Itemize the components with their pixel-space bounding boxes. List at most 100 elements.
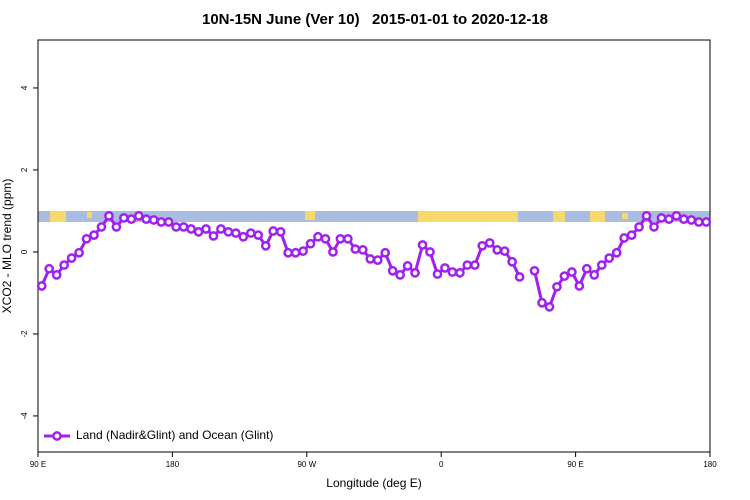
point [81,233,92,244]
point [343,233,353,244]
y-tick-label: -2 [20,330,29,338]
point [245,228,256,238]
x-tick-label: 90 E [567,460,583,469]
point [432,269,443,279]
x-axis-label: Longitude (deg E) [326,476,421,490]
point [596,260,607,270]
point [104,211,114,221]
point [469,260,480,270]
point [634,222,644,232]
point [74,247,84,258]
point [201,224,211,234]
y-tick-label: -4 [20,412,29,420]
point [51,270,62,280]
point [133,211,144,221]
point [626,230,637,240]
point [462,260,473,270]
point [186,224,196,234]
point [178,222,189,232]
point [268,226,279,236]
point [193,227,204,237]
point [372,255,383,265]
x-tick-label: 180 [703,460,717,469]
point [305,238,316,249]
point [357,245,368,255]
point [507,256,517,267]
point [440,263,450,273]
point [641,211,652,221]
point [283,247,293,258]
point [96,222,107,232]
point [320,233,331,244]
point [216,224,226,234]
point [679,214,689,224]
point [350,244,361,254]
point [664,214,674,224]
point [402,261,413,271]
point [619,233,629,243]
point [656,213,667,223]
plot-frame [37,39,711,453]
point [544,302,555,312]
point [238,231,249,242]
point [484,238,495,248]
point [89,230,99,240]
point [328,247,338,257]
point [126,214,137,224]
point [537,297,547,308]
point [335,233,346,244]
point [275,227,286,237]
point [119,213,129,223]
point [380,247,391,258]
x-tick-label: 180 [166,460,180,469]
legend-marker [52,431,62,441]
x-tick-label: 90 E [30,460,46,469]
point [671,211,682,221]
point [559,271,570,281]
point [649,222,659,232]
point [156,217,167,227]
point [223,227,234,237]
point [529,265,540,276]
point [447,267,458,277]
point [208,231,219,241]
point [693,217,704,227]
point [417,240,428,250]
point [477,240,488,251]
point [260,240,271,251]
point [365,254,376,264]
point [686,215,697,225]
point [514,272,525,282]
point [552,281,562,292]
point [59,260,69,270]
point [36,281,47,291]
point [313,231,323,242]
legend-label: Land (Nadir&Glint) and Ocean (Glint) [76,428,273,442]
y-tick-label: 0 [20,249,29,254]
point [44,263,55,274]
y-tick-label: 2 [20,167,29,172]
point [455,268,465,278]
point [581,263,592,274]
point [387,265,398,276]
point [163,217,174,227]
point [574,281,585,291]
point [611,247,622,258]
point [589,270,600,280]
point [290,247,301,258]
point [410,268,420,278]
point [111,222,122,232]
x-tick-label: 90 W [297,460,316,469]
point [231,228,241,238]
point [492,245,503,255]
point [395,270,405,280]
point [141,214,152,224]
point [499,246,510,256]
point [171,222,181,232]
point [253,230,264,240]
y-axis-label: XCO2 - MLO trend (ppm) [0,179,14,314]
point [604,253,615,263]
chart-title: 10N-15N June (Ver 10) 2015-01-01 to 2020… [202,11,548,28]
point [298,246,308,256]
